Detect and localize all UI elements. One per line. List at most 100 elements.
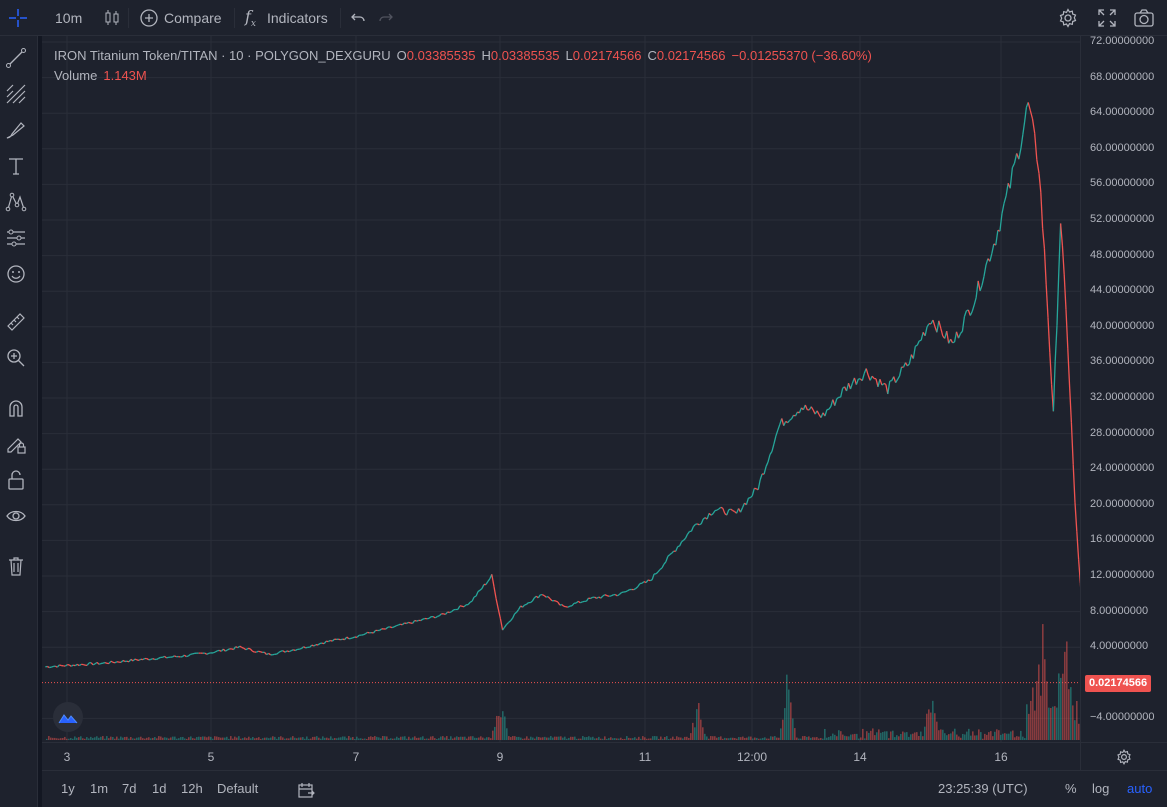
volume-bar [496, 715, 498, 740]
volume-bar [612, 738, 614, 740]
price-segment [775, 429, 779, 437]
volume-bar [556, 736, 558, 740]
volume-bar [160, 736, 162, 740]
price-segment [120, 660, 124, 663]
zoom-in-icon[interactable] [4, 346, 28, 370]
crosshair-icon[interactable] [6, 6, 30, 30]
trend-line-icon[interactable] [4, 46, 28, 70]
price-segment [401, 622, 405, 626]
volume-bar [420, 737, 422, 740]
fullscreen-button[interactable] [1097, 0, 1117, 36]
volume-bar [716, 737, 718, 740]
auto-toggle[interactable]: auto [1127, 781, 1153, 796]
price-segment [485, 581, 489, 585]
volume-bar [166, 737, 168, 740]
chart-pane[interactable]: IRON Titanium Token/TITAN · 10 · POLYGON… [42, 36, 1080, 742]
volume-bar [700, 719, 702, 740]
price-segment [730, 508, 734, 512]
range-1d[interactable]: 1d [152, 781, 167, 796]
brush-icon[interactable] [4, 118, 28, 142]
range-default[interactable]: Default [217, 781, 259, 796]
range-1y[interactable]: 1y [61, 781, 75, 796]
scale-settings[interactable] [1080, 742, 1167, 770]
volume-bar [256, 737, 258, 740]
price-tick-label: 60.00000000 [1090, 141, 1155, 154]
price-scale[interactable]: 72.00000000 68.00000000 64.00000000 60.0000… [1080, 36, 1167, 742]
volume-bar [478, 737, 480, 740]
prediction-icon[interactable] [4, 226, 28, 250]
candles-type-button[interactable] [103, 0, 121, 36]
price-chart[interactable] [42, 36, 1080, 742]
price-segment [183, 654, 187, 658]
volume-bar [828, 736, 830, 740]
volume-bar [598, 736, 600, 740]
emoji-icon[interactable] [4, 262, 28, 286]
volume-bar [796, 737, 798, 740]
price-segment [237, 645, 241, 649]
price-segment [706, 513, 710, 520]
date-range-button[interactable] [297, 771, 315, 807]
redo-button[interactable] [378, 0, 394, 36]
interval-label: 10m [55, 10, 83, 26]
price-segment [590, 596, 593, 600]
price-tick-label: 56.00000000 [1090, 177, 1155, 190]
volume-bar [84, 738, 86, 740]
gear-icon[interactable] [1116, 749, 1132, 765]
unlock-icon[interactable] [4, 468, 28, 492]
compare-button[interactable]: Compare [140, 0, 222, 36]
volume-bar [68, 738, 70, 740]
interval-button[interactable]: 10m [55, 0, 82, 36]
price-segment [449, 610, 452, 614]
price-segment [582, 600, 585, 603]
volume-bar [1066, 641, 1068, 740]
volume-bar [1074, 720, 1076, 740]
volume-bar [308, 738, 310, 740]
symbol-title[interactable]: IRON Titanium Token/TITAN · 10 · POLYGON… [54, 48, 391, 63]
volume-bar [746, 737, 748, 740]
settings-button[interactable] [1058, 0, 1078, 36]
volume-bar [418, 737, 420, 740]
screenshot-button[interactable] [1133, 0, 1155, 36]
range-7d[interactable]: 7d [122, 781, 137, 796]
volume-bar [340, 737, 342, 740]
volume-bar [266, 737, 268, 740]
volume-label[interactable]: Volume [54, 68, 98, 83]
volume-bar [372, 736, 374, 740]
trash-icon[interactable] [4, 554, 28, 578]
volume-bar [436, 738, 438, 740]
tradingview-logo[interactable] [53, 702, 83, 732]
utc-clock[interactable]: 23:25:39 (UTC) [938, 781, 1028, 796]
lock-drawings-icon[interactable] [4, 432, 28, 456]
log-toggle[interactable]: log [1092, 781, 1110, 796]
volume-bar [1022, 736, 1024, 740]
eye-icon[interactable] [4, 504, 28, 528]
ruler-icon[interactable] [4, 310, 28, 334]
fib-retracement-icon[interactable] [4, 82, 28, 106]
volume-bar [260, 738, 262, 740]
volume-bar [592, 736, 594, 740]
price-segment [420, 618, 424, 622]
volume-bar [668, 738, 670, 740]
volume-bar [526, 736, 528, 740]
range-12h[interactable]: 12h [181, 781, 203, 796]
percent-toggle[interactable]: % [1065, 781, 1077, 796]
price-segment [104, 661, 108, 665]
volume-bar [196, 737, 198, 740]
indicators-button[interactable]: fx Indicators [245, 0, 328, 36]
range-1m[interactable]: 1m [90, 781, 109, 796]
time-scale[interactable]: 3 5 7 9 11 12:00 14 16 [42, 742, 1080, 770]
text-tool-icon[interactable] [4, 154, 28, 178]
price-segment [985, 258, 989, 266]
price-segment [641, 581, 645, 584]
volume-bar [940, 729, 942, 740]
volume-bar [488, 737, 490, 740]
undo-button[interactable] [350, 0, 366, 36]
volume-bar [216, 736, 218, 740]
volume-bar [790, 702, 792, 740]
magnet-icon[interactable] [4, 396, 28, 420]
volume-bar [362, 738, 364, 740]
pattern-icon[interactable] [4, 190, 28, 214]
price-segment [533, 595, 537, 599]
volume-bar [922, 736, 924, 740]
volume-bar [1012, 730, 1014, 740]
